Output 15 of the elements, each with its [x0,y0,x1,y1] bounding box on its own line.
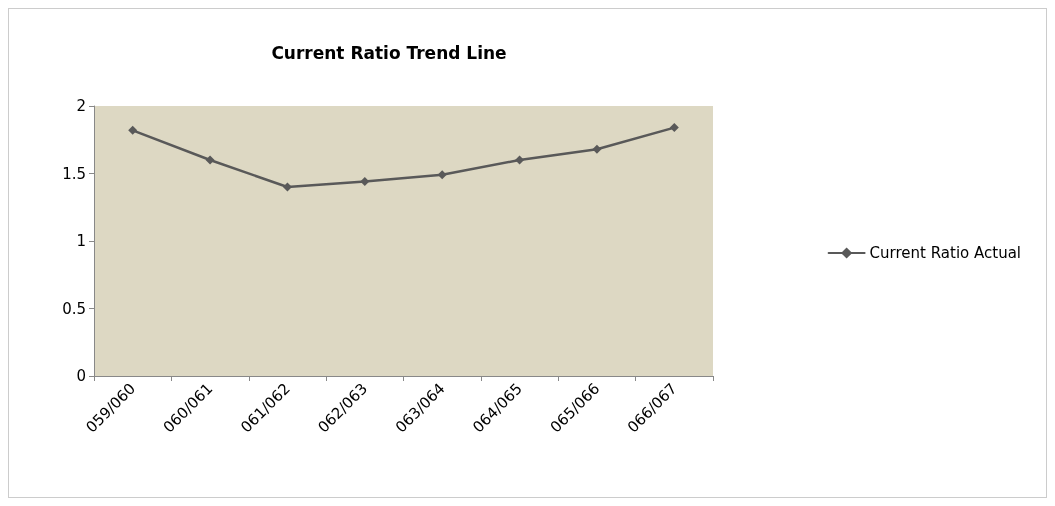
y-tick-label: 2 [76,97,86,115]
y-tick-label: 0 [76,367,86,385]
point [128,125,138,135]
point [205,155,215,165]
y-tick-label: 1 [76,232,86,250]
y-tick-label: 0.5 [62,299,86,318]
point [437,170,447,180]
y-tick-label: 1.5 [62,164,86,183]
point [282,182,292,192]
point [515,155,525,165]
point [360,177,370,187]
point [669,123,679,133]
chart-title: Current Ratio Trend Line [271,42,507,63]
legend-label: Current Ratio Actual [869,244,1022,262]
point [592,144,602,154]
